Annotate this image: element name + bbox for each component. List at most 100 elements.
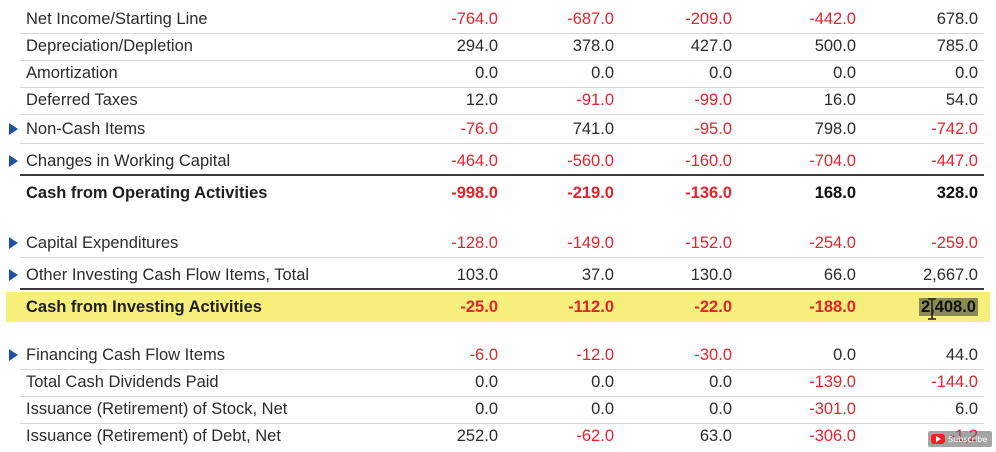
- row-label: Capital Expenditures: [26, 234, 179, 252]
- table-row: Issuance (Retirement) of Debt, Net 252.0 -…: [6, 424, 990, 451]
- value-cell: 0.0: [591, 373, 614, 391]
- value-cell: 0.0: [709, 373, 732, 391]
- value-cell: 0.0: [955, 64, 978, 82]
- value-cell: -560.0: [567, 152, 614, 170]
- value-cell: -442.0: [809, 10, 856, 28]
- value-cell: 63.0: [699, 427, 732, 445]
- value-cell: -152.0: [685, 234, 732, 252]
- text-cursor-icon: [928, 298, 936, 320]
- value-cell: -188.0: [809, 298, 856, 316]
- value-cell: -99.0: [694, 91, 732, 109]
- value-cell: -62.0: [576, 427, 614, 445]
- value-cell: 427.0: [690, 37, 732, 55]
- value-cell: 168.0: [814, 184, 856, 202]
- value-cell: 785.0: [936, 37, 978, 55]
- value-cell: 0.0: [475, 373, 498, 391]
- triangle-right-icon[interactable]: [9, 155, 18, 167]
- value-cell: -160.0: [685, 152, 732, 170]
- value-cell: -998.0: [451, 184, 498, 202]
- value-cell: 6.0: [955, 400, 978, 418]
- subscribe-label: Subscribe: [948, 434, 988, 444]
- row-label: Financing Cash Flow Items: [26, 346, 225, 364]
- row-label: Issuance (Retirement) of Stock, Net: [26, 400, 288, 418]
- value-cell: 0.0: [591, 64, 614, 82]
- row-label: Amortization: [26, 64, 118, 82]
- table-row[interactable]: Capital Expenditures -128.0 -149.0 -152.0 -2…: [6, 228, 990, 258]
- row-label: Other Investing Cash Flow Items, Total: [26, 266, 310, 284]
- table-row: Net Income/Starting Line -764.0 -687.0 -209…: [6, 8, 990, 34]
- triangle-right-icon[interactable]: [9, 237, 18, 249]
- value-cell: -764.0: [451, 10, 498, 28]
- value-cell: 0.0: [709, 64, 732, 82]
- value-cell: 0.0: [709, 400, 732, 418]
- value-cell: -687.0: [567, 10, 614, 28]
- value-cell: -254.0: [809, 234, 856, 252]
- row-label: Issuance (Retirement) of Debt, Net: [26, 427, 281, 445]
- value-cell: 500.0: [814, 37, 856, 55]
- value-cell: 294.0: [456, 37, 498, 55]
- table-row[interactable]: Other Investing Cash Flow Items, Total 10…: [6, 258, 990, 290]
- value-cell: 798.0: [814, 120, 856, 138]
- value-cell: 252.0: [456, 427, 498, 445]
- value-cell: 12.0: [465, 91, 498, 109]
- value-cell: 741.0: [572, 120, 614, 138]
- value-cell: -6.0: [469, 346, 498, 364]
- value-cell: -76.0: [460, 120, 498, 138]
- subscribe-button[interactable]: Subscribe: [928, 431, 992, 447]
- row-label: Cash from Investing Activities: [26, 298, 262, 316]
- value-cell: 328.0: [936, 184, 978, 202]
- value-cell: -136.0: [685, 184, 732, 202]
- row-label: Net Income/Starting Line: [26, 10, 208, 28]
- value-cell: 0.0: [833, 64, 856, 82]
- value-cell: 0.0: [833, 346, 856, 364]
- table-row[interactable]: Financing Cash Flow Items -6.0 -12.0 -30.0 0…: [6, 340, 990, 370]
- value-cell: -95.0: [694, 120, 732, 138]
- triangle-right-icon[interactable]: [9, 269, 18, 281]
- table-row: Total Cash Dividends Paid 0.0 0.0 0.0 -139.0…: [6, 370, 990, 397]
- value-cell: 44.0: [945, 346, 978, 364]
- value-cell: 37.0: [581, 266, 614, 284]
- row-label: Total Cash Dividends Paid: [26, 373, 219, 391]
- table-row: Depreciation/Depletion 294.0 378.0 427.0 500…: [6, 34, 990, 61]
- value-cell: -30.0: [694, 346, 732, 364]
- table-row: Cash from Operating Activities -998.0 -219…: [6, 176, 990, 208]
- value-cell: -128.0: [451, 234, 498, 252]
- value-cell: -742.0: [931, 120, 978, 138]
- value-cell: 130.0: [690, 266, 732, 284]
- value-cell: -209.0: [685, 10, 732, 28]
- value-cell: -12.0: [576, 346, 614, 364]
- value-cell: 678.0: [936, 10, 978, 28]
- table-row[interactable]: Non-Cash Items -76.0 741.0 -95.0 798.0 -742.0: [6, 115, 990, 144]
- row-label: Non-Cash Items: [26, 120, 146, 138]
- selected-cell-text[interactable]: 2,408.0: [918, 298, 978, 316]
- value-cell: 0.0: [475, 400, 498, 418]
- value-cell: -144.0: [931, 373, 978, 391]
- youtube-icon: [931, 434, 945, 444]
- table-row[interactable]: Changes in Working Capital -464.0 -560.0 -1…: [6, 144, 990, 176]
- triangle-right-icon[interactable]: [9, 349, 18, 361]
- triangle-right-icon[interactable]: [9, 123, 18, 135]
- value-cell: 378.0: [572, 37, 614, 55]
- table-row: Cash from Investing Activities -25.0 -112.…: [6, 292, 990, 322]
- value-cell: -139.0: [809, 373, 856, 391]
- row-label: Changes in Working Capital: [26, 152, 231, 170]
- value-cell: -25.0: [460, 298, 498, 316]
- table-row: Issuance (Retirement) of Stock, Net 0.0 0.…: [6, 397, 990, 424]
- value-cell: -91.0: [576, 91, 614, 109]
- row-label: Deferred Taxes: [26, 91, 138, 109]
- value-cell: 2,408.0: [868, 298, 978, 317]
- value-cell: 54.0: [945, 91, 978, 109]
- table-row: Deferred Taxes 12.0 -91.0 -99.0 16.0 54.0: [6, 88, 990, 115]
- value-cell: 0.0: [591, 400, 614, 418]
- value-cell: -259.0: [931, 234, 978, 252]
- value-cell: -219.0: [567, 184, 614, 202]
- row-label: Depreciation/Depletion: [26, 37, 193, 55]
- value-cell: -704.0: [809, 152, 856, 170]
- value-cell: -306.0: [809, 427, 856, 445]
- table-row: Amortization 0.0 0.0 0.0 0.0 0.0: [6, 61, 990, 88]
- value-cell: 66.0: [823, 266, 856, 284]
- value-cell: 0.0: [475, 64, 498, 82]
- value-cell: -447.0: [931, 152, 978, 170]
- row-label: Cash from Operating Activities: [26, 184, 268, 202]
